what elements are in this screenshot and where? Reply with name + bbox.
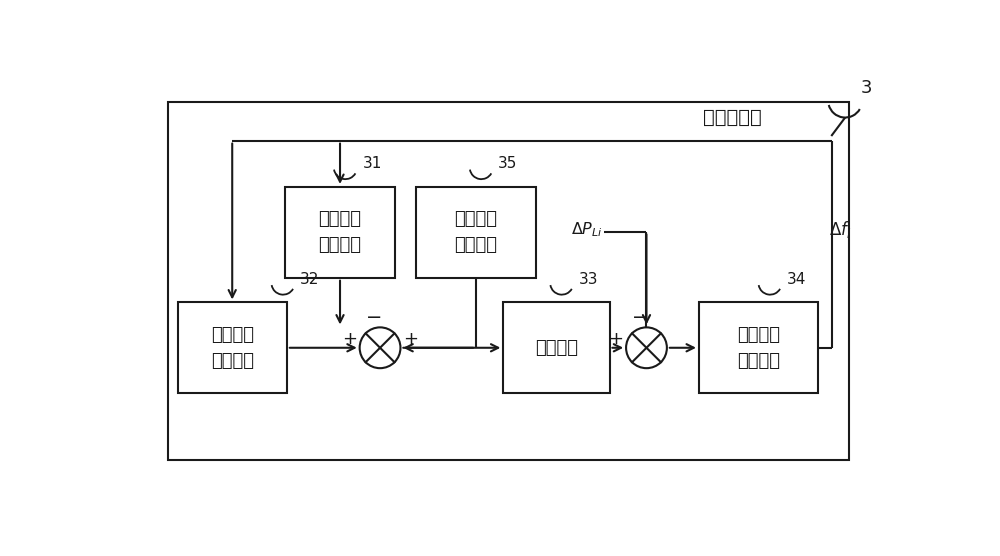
Text: 3: 3 xyxy=(861,80,872,97)
Text: 市场双边
交易模块: 市场双边 交易模块 xyxy=(454,210,497,254)
Bar xyxy=(416,187,536,277)
Bar xyxy=(178,302,287,393)
Text: $\Delta f_i$: $\Delta f_i$ xyxy=(829,219,851,240)
Text: +: + xyxy=(609,330,624,348)
Bar xyxy=(503,302,610,393)
Bar xyxy=(285,187,395,277)
Text: 31: 31 xyxy=(362,156,382,171)
Text: +: + xyxy=(342,330,357,348)
Bar xyxy=(699,302,818,393)
Text: 33: 33 xyxy=(579,272,598,287)
Text: 电网频率
响应模块: 电网频率 响应模块 xyxy=(737,326,780,370)
Text: +: + xyxy=(403,330,418,348)
Bar xyxy=(168,102,849,460)
Text: 32: 32 xyxy=(300,272,319,287)
Text: 二次调频
控制模块: 二次调频 控制模块 xyxy=(211,326,254,370)
Text: −: − xyxy=(632,308,649,327)
Text: 仿真子系统: 仿真子系统 xyxy=(703,108,761,127)
Text: $\Delta P_{Li}$: $\Delta P_{Li}$ xyxy=(571,220,603,239)
Text: 发电机组: 发电机组 xyxy=(535,339,578,357)
Text: 一次调频
控制模块: 一次调频 控制模块 xyxy=(319,210,362,254)
Text: −: − xyxy=(366,308,382,327)
Text: 34: 34 xyxy=(787,272,806,287)
Text: 35: 35 xyxy=(498,156,518,171)
